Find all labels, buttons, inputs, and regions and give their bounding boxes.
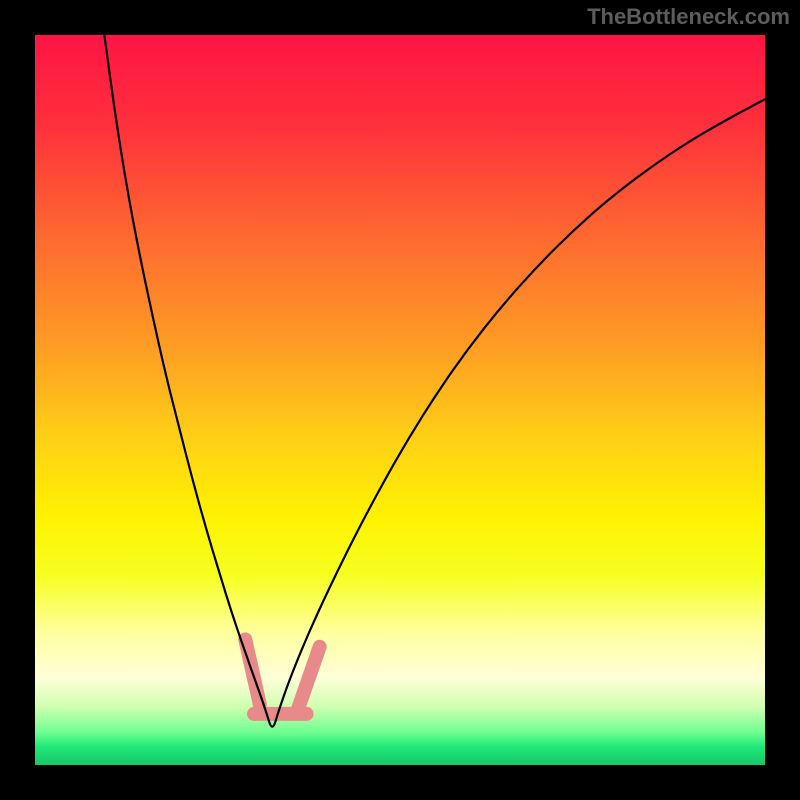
chart-container: TheBottleneck.com — [0, 0, 800, 800]
plot-svg — [35, 35, 765, 765]
gradient-background — [35, 35, 765, 765]
watermark-text: TheBottleneck.com — [587, 4, 790, 30]
plot-area — [35, 35, 765, 765]
